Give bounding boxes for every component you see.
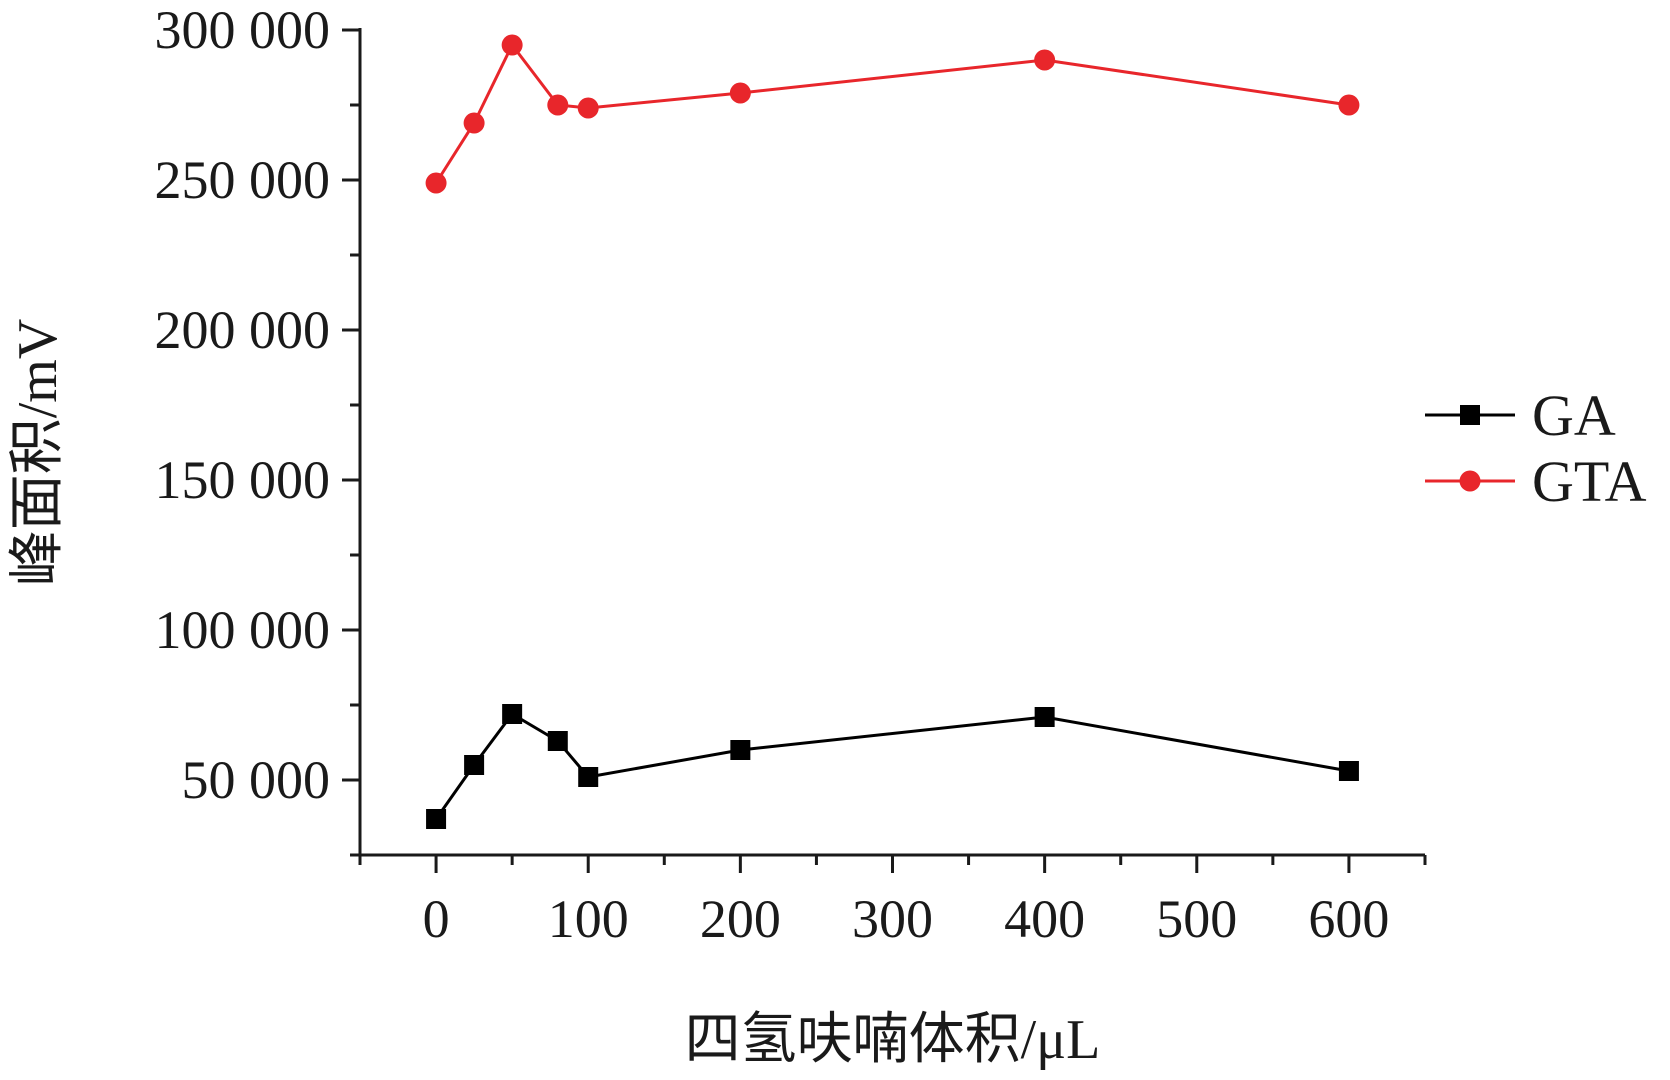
x-tick-label: 600 (1308, 889, 1389, 949)
y-tick-label: 300 000 (155, 0, 331, 60)
x-tick-label: 100 (548, 889, 629, 949)
data-point (729, 82, 751, 104)
data-point (426, 809, 447, 829)
data-point (1034, 707, 1055, 727)
x-tick-label: 500 (1156, 889, 1237, 949)
y-axis-title: 峰面积/mV (7, 319, 69, 587)
x-axis-title: 四氢呋喃体积/μL (685, 1009, 1101, 1071)
y-tick-label: 200 000 (155, 300, 331, 360)
series-gta (425, 34, 1360, 194)
data-point (578, 767, 599, 787)
x-tick-label: 300 (852, 889, 933, 949)
legend-label: GA (1532, 383, 1616, 448)
data-point (547, 731, 568, 751)
legend-item-gta: GTA (1425, 449, 1647, 514)
data-point (1338, 761, 1359, 781)
axes: 50 000 100 000 150 000 200 000 250 000 300 00… (7, 0, 1427, 1071)
series-ga (426, 704, 1359, 829)
data-point (502, 704, 523, 724)
series-line-gta (434, 42, 1350, 184)
data-point (464, 755, 485, 775)
data-point (547, 94, 569, 116)
series-layer (425, 34, 1360, 829)
y-tick-label: 150 000 (155, 450, 331, 510)
y-tick-label: 250 000 (155, 150, 331, 210)
y-tick-label: 50 000 (182, 750, 331, 810)
series-line-ga (434, 712, 1350, 820)
data-point (425, 172, 447, 194)
legend-label: GTA (1532, 449, 1647, 514)
data-point (577, 97, 599, 119)
x-tick-label: 200 (700, 889, 781, 949)
x-tick-label: 400 (1004, 889, 1085, 949)
data-point (730, 740, 751, 760)
data-point (1338, 94, 1360, 116)
x-tick-label: 0 (423, 889, 450, 949)
legend-marker-square (1460, 405, 1480, 425)
legend-item-ga: GA (1425, 383, 1616, 448)
data-point (1034, 49, 1056, 71)
data-point (463, 112, 485, 134)
y-tick-label: 100 000 (155, 600, 331, 660)
data-point (501, 34, 523, 56)
legend-marker-circle (1459, 470, 1481, 492)
